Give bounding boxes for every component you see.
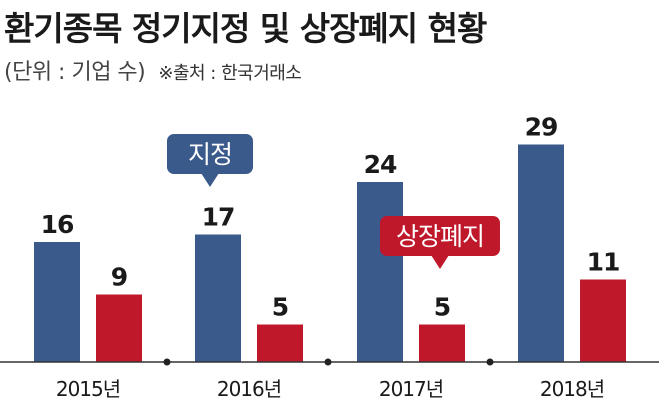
legend-delisting-pointer	[431, 255, 449, 269]
legend-designation-bubble	[167, 134, 253, 174]
source-label: ※출처 : 한국거래소	[158, 63, 302, 84]
x-tick-label: 2016년	[217, 377, 281, 401]
legend-delisting-label: 상장폐지	[396, 222, 484, 251]
subtitle-row: (단위 : 기업 수) ※출처 : 한국거래소	[4, 54, 302, 86]
data-label-designation-3: 29	[525, 113, 558, 142]
x-tick-label: 2018년	[540, 377, 604, 401]
legend-delisting-bubble	[380, 216, 500, 256]
legend-designation-pointer	[201, 173, 219, 187]
bar-delisting-2	[419, 324, 465, 362]
bar-delisting-3	[580, 279, 626, 362]
axis-separator-dot	[324, 358, 332, 366]
bar-designation-2	[357, 182, 403, 362]
data-label-delisting-2: 5	[434, 293, 450, 322]
bar-designation-0	[34, 242, 80, 362]
chart-title: 환기종목 정기지정 및 상장폐지 현황	[4, 9, 487, 48]
data-label-delisting-1: 5	[272, 293, 288, 322]
x-tick-label: 2015년	[56, 377, 120, 401]
x-tick-label: 2017년	[379, 377, 443, 401]
bar-designation-3	[518, 144, 564, 362]
data-label-delisting-0: 9	[111, 263, 127, 292]
axis-separator-dot	[163, 358, 171, 366]
bar-delisting-0	[96, 294, 142, 362]
bar-delisting-1	[257, 324, 303, 362]
axis-separator-dot	[486, 358, 494, 366]
data-label-designation-2: 24	[364, 150, 397, 179]
bar-designation-1	[195, 234, 241, 362]
data-label-designation-0: 16	[41, 210, 74, 239]
unit-label: (단위 : 기업 수)	[4, 60, 146, 85]
data-label-delisting-3: 11	[587, 248, 620, 277]
legend-designation-label: 지정	[188, 140, 232, 169]
data-label-designation-1: 17	[202, 203, 235, 232]
